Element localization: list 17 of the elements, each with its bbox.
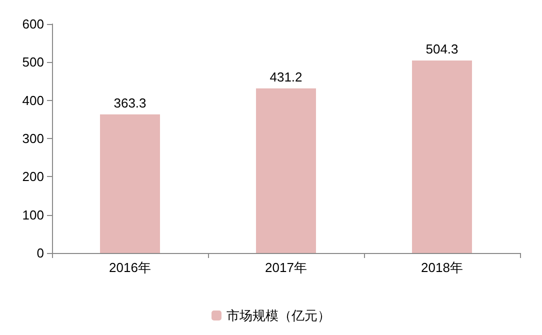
x-tick-label: 2016年 [109, 260, 151, 275]
data-label: 504.3 [426, 42, 458, 57]
y-tick-label: 200 [22, 169, 44, 184]
y-tick-label: 500 [22, 54, 44, 70]
bar [256, 88, 316, 253]
legend-label: 市场规模（亿元） [226, 308, 330, 323]
data-label: 363.3 [114, 95, 146, 110]
y-tick-label: 0 [36, 246, 44, 260]
y-tick-label: 600 [22, 16, 44, 32]
y-tick-label: 400 [22, 92, 44, 108]
data-label: 431.2 [270, 69, 302, 84]
y-tick-label: 100 [22, 207, 44, 222]
bar [100, 114, 160, 253]
x-tick-label: 2018年 [421, 260, 463, 275]
y-tick-label: 300 [22, 131, 44, 146]
x-tick-label: 2017年 [265, 260, 307, 275]
bar [412, 60, 472, 253]
